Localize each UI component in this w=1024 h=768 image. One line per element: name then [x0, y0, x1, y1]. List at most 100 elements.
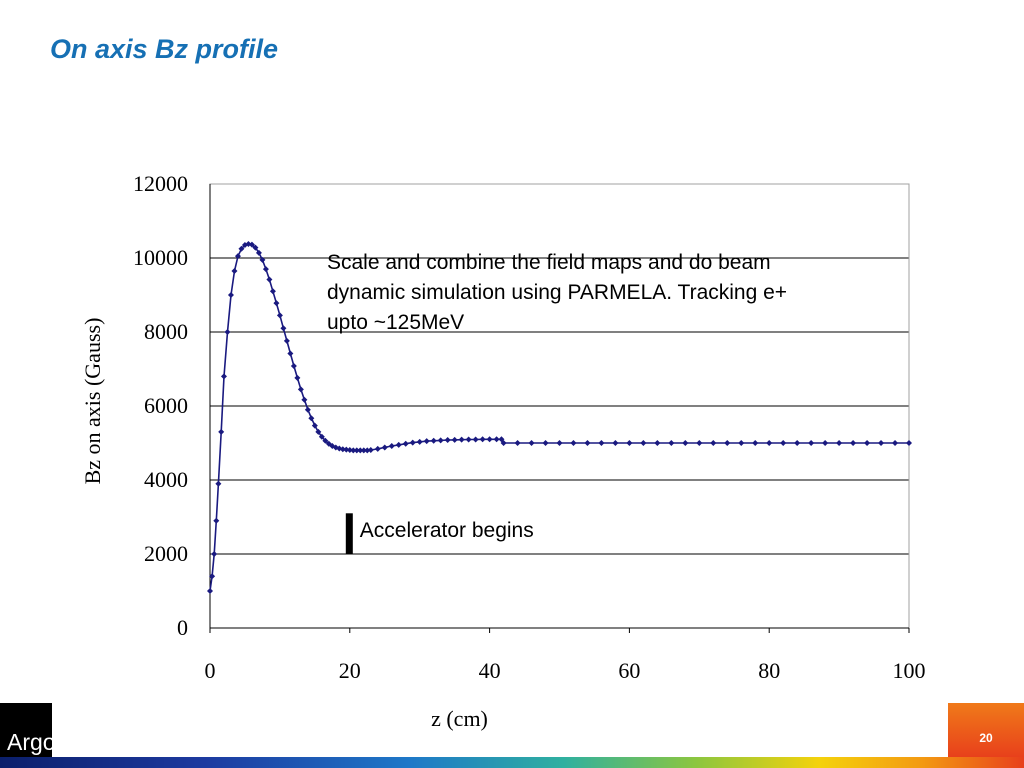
- data-point: [892, 440, 899, 446]
- data-point: [374, 445, 381, 452]
- data-point: [430, 437, 437, 444]
- data-point: [423, 438, 430, 445]
- data-point: [479, 436, 486, 443]
- x-tick-label: 60: [618, 658, 640, 683]
- footer-page-block: 20: [948, 703, 1024, 757]
- data-point: [269, 288, 276, 295]
- data-point: [500, 440, 507, 446]
- data-point: [343, 446, 350, 453]
- data-point: [486, 436, 493, 443]
- data-point: [451, 436, 458, 443]
- data-point: [311, 422, 318, 429]
- data-point: [766, 440, 773, 446]
- data-point: [416, 438, 423, 445]
- y-tick-label: 0: [177, 615, 188, 640]
- data-point: [364, 447, 371, 454]
- data-point: [339, 446, 346, 453]
- data-point: [640, 440, 647, 446]
- data-point: [287, 350, 294, 357]
- data-point: [266, 276, 273, 283]
- simulation-note-line: dynamic simulation using PARMELA. Tracki…: [327, 281, 787, 304]
- x-tick-label: 80: [758, 658, 780, 683]
- data-point: [654, 440, 661, 446]
- data-point: [458, 436, 465, 443]
- data-point: [836, 440, 843, 446]
- data-point: [514, 440, 521, 446]
- data-point: [493, 436, 500, 443]
- data-point: [318, 433, 325, 440]
- data-point: [437, 437, 444, 444]
- data-point: [357, 447, 364, 454]
- argonne-logo: Argonne: [7, 729, 52, 755]
- data-point: [297, 386, 304, 393]
- data-point: [234, 253, 241, 260]
- data-point: [283, 337, 290, 344]
- data-point: [556, 440, 563, 446]
- data-point: [668, 440, 675, 446]
- data-point: [395, 441, 402, 448]
- data-point: [353, 447, 360, 454]
- y-tick-label: 8000: [144, 319, 188, 344]
- data-point: [220, 373, 227, 380]
- data-point: [211, 551, 218, 557]
- series-layer: [207, 240, 912, 594]
- data-point: [682, 440, 689, 446]
- data-point: [213, 517, 220, 524]
- data-point: [238, 245, 245, 252]
- accelerator-begins-marker: [345, 513, 353, 554]
- y-tick-label: 2000: [144, 541, 188, 566]
- data-point: [280, 325, 287, 332]
- data-point: [409, 439, 416, 446]
- data-point: [780, 440, 787, 446]
- data-point: [308, 415, 315, 422]
- x-tick-label: 0: [205, 658, 216, 683]
- data-point: [315, 428, 322, 435]
- data-point: [273, 300, 280, 307]
- data-point: [262, 266, 269, 273]
- data-point: [794, 440, 801, 446]
- data-point: [542, 440, 549, 446]
- data-point: [612, 440, 619, 446]
- data-point: [231, 267, 238, 274]
- data-point: [710, 440, 717, 446]
- page-number: 20: [979, 731, 993, 745]
- data-point: [822, 440, 829, 446]
- data-point: [472, 436, 479, 443]
- data-point: [906, 440, 912, 446]
- data-point: [322, 437, 329, 444]
- data-point: [808, 440, 815, 446]
- data-point: [626, 440, 633, 446]
- simulation-note-line: Scale and combine the field maps and do …: [327, 251, 771, 274]
- footer-gradient-bar: [0, 757, 1024, 768]
- data-point: [738, 440, 745, 446]
- data-point: [207, 588, 213, 594]
- y-tick-label: 6000: [144, 393, 188, 418]
- data-point: [402, 440, 409, 447]
- data-point: [301, 396, 308, 403]
- data-point: [724, 440, 731, 446]
- data-point: [528, 440, 535, 446]
- accelerator-begins-label: Accelerator begins: [360, 519, 534, 542]
- slide-title: On axis Bz profile: [50, 34, 279, 64]
- data-point: [381, 444, 388, 451]
- y-tick-label: 12000: [133, 171, 188, 196]
- x-tick-label: 20: [339, 658, 361, 683]
- data-point: [350, 447, 357, 454]
- x-axis-title: z (cm): [431, 706, 488, 731]
- grid-layer: [210, 183, 909, 555]
- data-point: [346, 447, 353, 454]
- data-point: [696, 440, 703, 446]
- x-tick-label: 100: [893, 658, 926, 683]
- data-point: [218, 428, 225, 435]
- data-point: [227, 292, 234, 298]
- data-point: [388, 442, 395, 449]
- data-point: [209, 573, 216, 580]
- x-tick-label: 40: [479, 658, 501, 683]
- data-point: [752, 440, 759, 446]
- data-point: [367, 447, 374, 454]
- data-point: [465, 436, 472, 443]
- y-tick-label: 10000: [133, 245, 188, 270]
- data-point: [276, 312, 283, 319]
- y-tick-label: 4000: [144, 467, 188, 492]
